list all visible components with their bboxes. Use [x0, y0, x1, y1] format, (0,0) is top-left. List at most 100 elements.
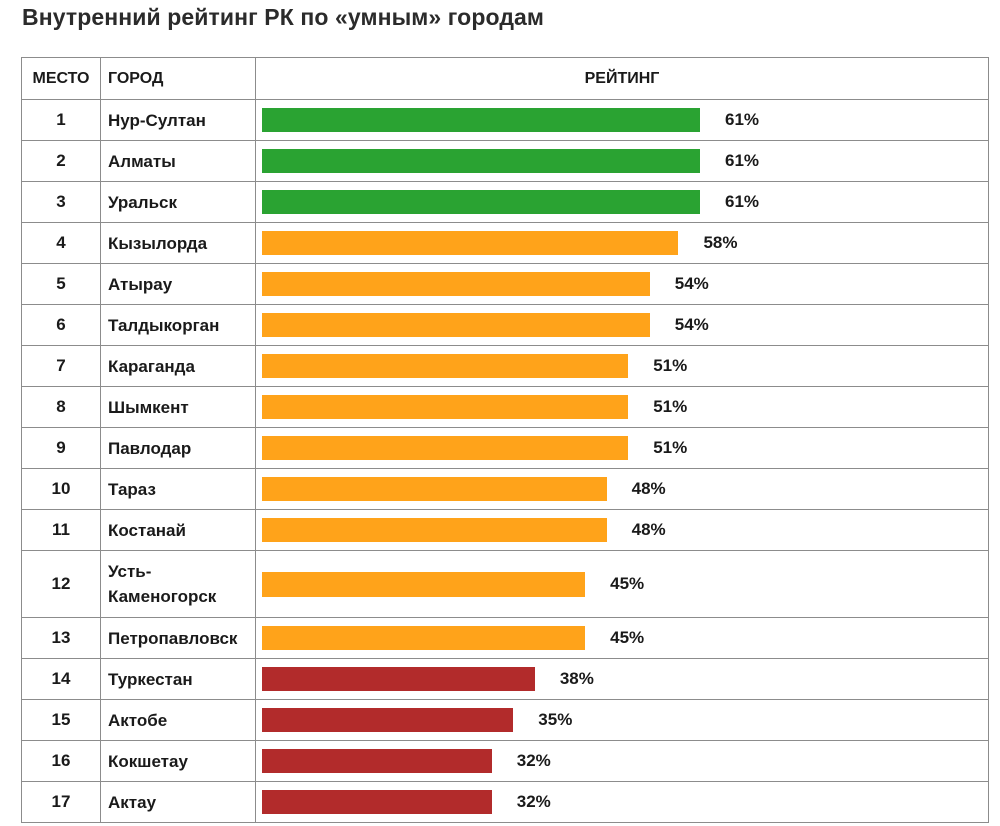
- value-label: 45%: [610, 628, 645, 647]
- city-cell: Караганда: [100, 345, 256, 387]
- table-row: 6 Талдыкорган 54%: [21, 304, 989, 346]
- place-cell: 2: [21, 140, 101, 182]
- place-cell: 5: [21, 263, 101, 305]
- city-cell: Туркестан: [100, 658, 256, 700]
- bar-cell: 61%: [255, 181, 989, 223]
- rating-header: РЕЙТИНГ: [255, 57, 989, 100]
- bar-cell: 61%: [255, 99, 989, 141]
- bar-cell: 54%: [255, 263, 989, 305]
- table-row: 14 Туркестан 38%: [21, 658, 989, 700]
- place-cell: 12: [21, 550, 101, 618]
- bar-cell: 54%: [255, 304, 989, 346]
- rating-table: МЕСТО ГОРОД РЕЙТИНГ 1 Нур-Султан 61% 2 Алмат…: [21, 57, 989, 823]
- table-row: 4 Кызылорда 58%: [21, 222, 989, 264]
- bar-cell: 51%: [255, 345, 989, 387]
- city-cell: Актобе: [100, 699, 256, 741]
- header-row: МЕСТО ГОРОД РЕЙТИНГ: [21, 57, 989, 100]
- bar: [262, 231, 679, 255]
- bar-cell: 48%: [255, 468, 989, 510]
- table-row: 3 Уральск 61%: [21, 181, 989, 223]
- place-cell: 3: [21, 181, 101, 223]
- table-row: 16 Кокшетау 32%: [21, 740, 989, 782]
- place-header: МЕСТО: [21, 57, 101, 100]
- bar: [262, 313, 650, 337]
- table-row: 11 Костанай 48%: [21, 509, 989, 551]
- place-cell: 4: [21, 222, 101, 264]
- chart-title: Внутренний рейтинг РК по «умным» городам: [22, 4, 545, 30]
- city-cell: Талдыкорган: [100, 304, 256, 346]
- place-cell: 13: [21, 617, 101, 659]
- bar: [262, 708, 514, 732]
- place-cell: 14: [21, 658, 101, 700]
- place-cell: 7: [21, 345, 101, 387]
- bar: [262, 667, 535, 691]
- place-cell: 11: [21, 509, 101, 551]
- city-cell: Уральск: [100, 181, 256, 223]
- bar-cell: 32%: [255, 781, 989, 823]
- table-row: 12 Усть- Каменогорск 45%: [21, 550, 989, 618]
- city-cell: Алматы: [100, 140, 256, 182]
- value-label: 51%: [653, 438, 688, 457]
- bar: [262, 790, 492, 814]
- city-cell: Петропавловск: [100, 617, 256, 659]
- city-cell: Павлодар: [100, 427, 256, 469]
- city-line: Усть-: [108, 562, 152, 581]
- bar-cell: 51%: [255, 386, 989, 428]
- bar: [262, 190, 700, 214]
- value-label: 58%: [703, 233, 738, 252]
- city-cell: Актау: [100, 781, 256, 823]
- bar-cell: 48%: [255, 509, 989, 551]
- bar: [262, 395, 629, 419]
- value-label: 61%: [725, 151, 760, 170]
- bar: [262, 108, 700, 132]
- place-cell: 16: [21, 740, 101, 782]
- table-row: 5 Атырау 54%: [21, 263, 989, 305]
- place-cell: 1: [21, 99, 101, 141]
- table-row: 13 Петропавловск 45%: [21, 617, 989, 659]
- value-label: 32%: [516, 792, 551, 811]
- table-row: 10 Тараз 48%: [21, 468, 989, 510]
- value-label: 38%: [559, 669, 594, 688]
- city-cell: Атырау: [100, 263, 256, 305]
- bar-cell: 32%: [255, 740, 989, 782]
- place-cell: 8: [21, 386, 101, 428]
- value-label: 54%: [674, 274, 709, 293]
- table-row: 1 Нур-Султан 61%: [21, 99, 989, 141]
- table-row: 15 Актобе 35%: [21, 699, 989, 741]
- city-header: ГОРОД: [100, 57, 256, 100]
- value-label: 54%: [674, 315, 709, 334]
- bar: [262, 477, 607, 501]
- bar-cell: 51%: [255, 427, 989, 469]
- value-label: 35%: [538, 710, 573, 729]
- value-label: 61%: [725, 192, 760, 211]
- city-cell: Тараз: [100, 468, 256, 510]
- bar: [262, 436, 629, 460]
- bar: [262, 749, 492, 773]
- value-label: 48%: [631, 479, 666, 498]
- place-cell: 6: [21, 304, 101, 346]
- bar-cell: 45%: [255, 617, 989, 659]
- city-cell: Кызылорда: [100, 222, 256, 264]
- table-row: 2 Алматы 61%: [21, 140, 989, 182]
- city-cell: Шымкент: [100, 386, 256, 428]
- rating-rows: 1 Нур-Султан 61% 2 Алматы 61% 3 Уральск 61% 4 Кызы…: [21, 99, 989, 823]
- value-label: 32%: [516, 751, 551, 770]
- city-cell: Усть- Каменогорск: [100, 550, 256, 618]
- city-cell: Кокшетау: [100, 740, 256, 782]
- place-cell: 10: [21, 468, 101, 510]
- bar-cell: 61%: [255, 140, 989, 182]
- bar: [262, 354, 629, 378]
- value-label: 48%: [631, 520, 666, 539]
- value-label: 45%: [610, 574, 645, 593]
- value-label: 51%: [653, 356, 688, 375]
- bar-cell: 38%: [255, 658, 989, 700]
- bar: [262, 518, 607, 542]
- table-row: 17 Актау 32%: [21, 781, 989, 823]
- bar-cell: 35%: [255, 699, 989, 741]
- place-cell: 17: [21, 781, 101, 823]
- table-row: 8 Шымкент 51%: [21, 386, 989, 428]
- bar: [262, 272, 650, 296]
- bar-cell: 58%: [255, 222, 989, 264]
- bar: [262, 149, 700, 173]
- city-cell: Нур-Султан: [100, 99, 256, 141]
